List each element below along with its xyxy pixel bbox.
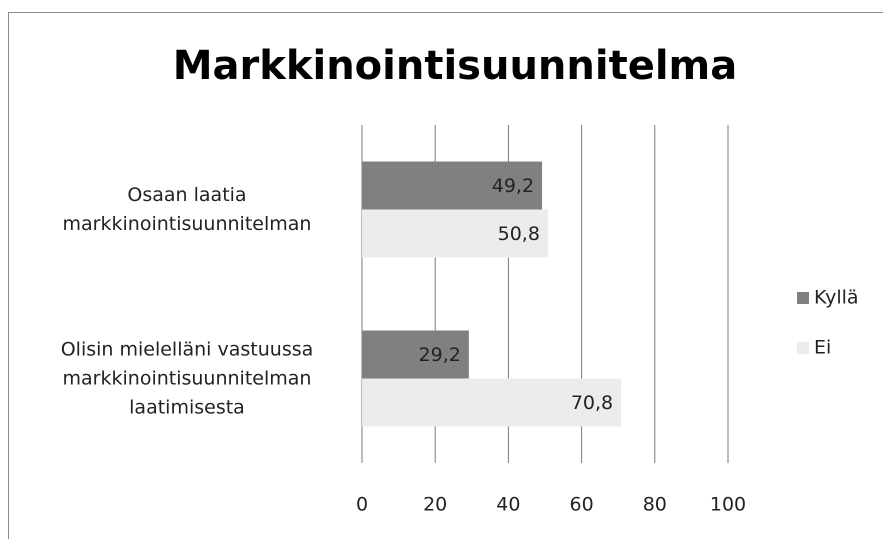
x-tick-label: 80 <box>643 494 667 516</box>
chart-frame <box>8 12 883 539</box>
chart-title: Markkinointisuunnitelma <box>173 43 737 89</box>
x-tick-label: 20 <box>423 494 447 516</box>
legend-swatch <box>797 342 809 354</box>
bar <box>362 378 622 427</box>
value-label: 49,2 <box>492 175 534 197</box>
legend-label: Kyllä <box>814 287 859 309</box>
x-tick-label: 60 <box>570 494 594 516</box>
bar <box>362 209 548 258</box>
category-label: Olisin mielelläni vastuussa markkinointi… <box>60 338 314 418</box>
x-tick-label: 40 <box>496 494 520 516</box>
legend-swatch <box>797 292 809 304</box>
legend-label: Ei <box>814 337 831 359</box>
value-label: 29,2 <box>419 344 461 366</box>
x-tick-label: 100 <box>710 494 746 516</box>
bar <box>362 330 469 379</box>
category-label: Osaan laatia markkinointisuunnitelman <box>62 183 312 235</box>
x-tick-label: 0 <box>356 494 368 516</box>
value-label: 70,8 <box>571 392 613 414</box>
bar <box>362 161 543 210</box>
value-label: 50,8 <box>498 223 540 245</box>
